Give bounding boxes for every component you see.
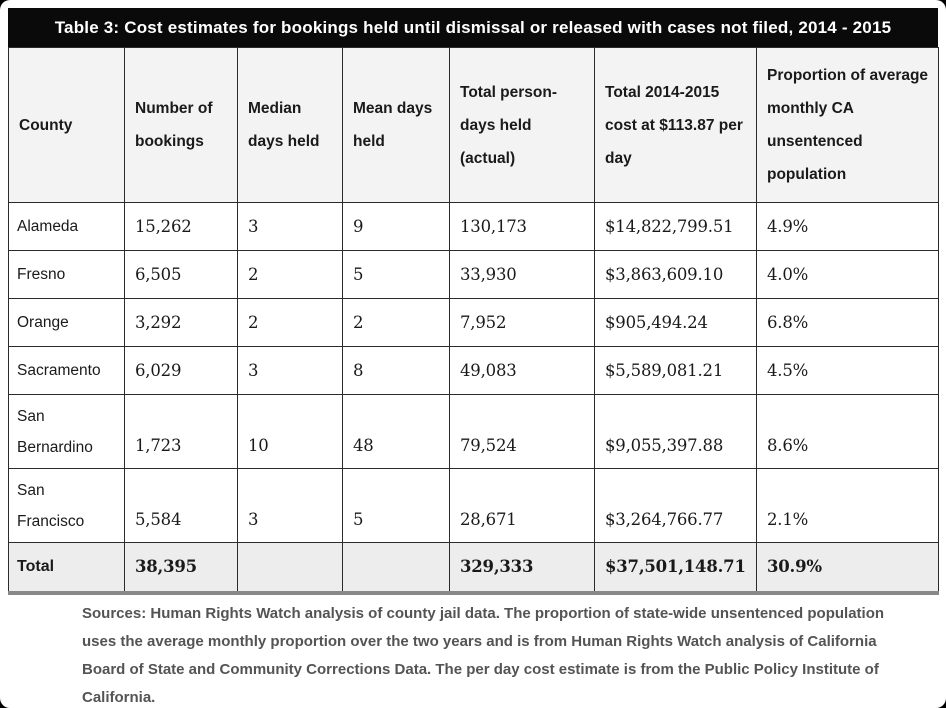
table-row-fresno: Fresno 6,505 2 5 33,930 $3,863,609.10 4.… bbox=[8, 250, 939, 299]
cell-median-days: 2 bbox=[237, 250, 343, 299]
column-header-proportion: Proportion of average monthly CA unsente… bbox=[756, 47, 939, 203]
cell-bookings: 5,584 bbox=[124, 468, 238, 543]
cell-mean-days: 48 bbox=[342, 394, 450, 469]
cell-person-days: 79,524 bbox=[449, 394, 595, 469]
cost-table-container: Table 3: Cost estimates for bookings hel… bbox=[8, 8, 939, 595]
cell-proportion: 4.0% bbox=[756, 250, 939, 299]
table-row-sacramento: Sacramento 6,029 3 8 49,083 $5,589,081.2… bbox=[8, 346, 939, 395]
cell-county: San Bernardino bbox=[8, 394, 125, 469]
sources-footnote: Sources: Human Rights Watch analysis of … bbox=[82, 605, 885, 706]
cell-total-cost: $9,055,397.88 bbox=[594, 394, 757, 469]
cell-county: San Francisco bbox=[8, 468, 125, 543]
cell-proportion: 30.9% bbox=[756, 542, 939, 593]
cell-proportion: 2.1% bbox=[756, 468, 939, 543]
table-body: Alameda 15,262 3 9 130,173 $14,822,799.5… bbox=[8, 202, 939, 593]
column-header-mean-days: Mean days held bbox=[342, 47, 450, 203]
cell-total-cost: $3,264,766.77 bbox=[594, 468, 757, 543]
cell-proportion: 8.6% bbox=[756, 394, 939, 469]
cell-total-cost: $905,494.24 bbox=[594, 298, 757, 347]
cell-county: Sacramento bbox=[8, 346, 125, 395]
cell-bookings: 6,029 bbox=[124, 346, 238, 395]
cell-mean-days: 5 bbox=[342, 250, 450, 299]
cost-table: County Number of bookings Median days he… bbox=[8, 47, 939, 595]
cell-median-days bbox=[237, 542, 343, 593]
cell-person-days: 329,333 bbox=[449, 542, 595, 593]
cell-person-days: 130,173 bbox=[449, 202, 595, 251]
table-row-alameda: Alameda 15,262 3 9 130,173 $14,822,799.5… bbox=[8, 202, 939, 251]
cell-total-cost: $14,822,799.51 bbox=[594, 202, 757, 251]
cell-bookings: 6,505 bbox=[124, 250, 238, 299]
table-title: Table 3: Cost estimates for bookings hel… bbox=[54, 18, 892, 37]
table-row-san-francisco: San Francisco 5,584 3 5 28,671 $3,264,76… bbox=[8, 468, 939, 543]
cell-bookings: 38,395 bbox=[124, 542, 238, 593]
column-header-bookings: Number of bookings bbox=[124, 47, 238, 203]
column-header-person-days: Total person-days held (actual) bbox=[449, 47, 595, 203]
cell-proportion: 6.8% bbox=[756, 298, 939, 347]
table-row-orange: Orange 3,292 2 2 7,952 $905,494.24 6.8% bbox=[8, 298, 939, 347]
cell-mean-days: 8 bbox=[342, 346, 450, 395]
cell-county: Fresno bbox=[8, 250, 125, 299]
cell-mean-days bbox=[342, 542, 450, 593]
cell-bookings: 15,262 bbox=[124, 202, 238, 251]
cell-mean-days: 5 bbox=[342, 468, 450, 543]
cell-median-days: 10 bbox=[237, 394, 343, 469]
cell-mean-days: 9 bbox=[342, 202, 450, 251]
column-header-total-cost: Total 2014-2015 cost at $113.87 per day bbox=[594, 47, 757, 203]
cell-county: Total bbox=[8, 542, 125, 593]
cell-county: Orange bbox=[8, 298, 125, 347]
cell-bookings: 1,723 bbox=[124, 394, 238, 469]
cell-county: Alameda bbox=[8, 202, 125, 251]
cell-proportion: 4.9% bbox=[756, 202, 939, 251]
column-header-median-days: Median days held bbox=[237, 47, 343, 203]
cell-total-cost: $5,589,081.21 bbox=[594, 346, 757, 395]
cell-mean-days: 2 bbox=[342, 298, 450, 347]
cell-proportion: 4.5% bbox=[756, 346, 939, 395]
cell-total-cost: $3,863,609.10 bbox=[594, 250, 757, 299]
column-header-county: County bbox=[8, 47, 125, 203]
cell-median-days: 2 bbox=[237, 298, 343, 347]
cell-person-days: 49,083 bbox=[449, 346, 595, 395]
header-row: County Number of bookings Median days he… bbox=[8, 47, 939, 203]
cell-person-days: 28,671 bbox=[449, 468, 595, 543]
table-header: County Number of bookings Median days he… bbox=[8, 47, 939, 203]
cell-median-days: 3 bbox=[237, 468, 343, 543]
table-row-total: Total 38,395 329,333 $37,501,148.71 30.9… bbox=[8, 542, 939, 593]
table-title-bar: Table 3: Cost estimates for bookings hel… bbox=[8, 8, 938, 47]
cell-total-cost: $37,501,148.71 bbox=[594, 542, 757, 593]
table-row-san-bernardino: San Bernardino 1,723 10 48 79,524 $9,055… bbox=[8, 394, 939, 469]
cell-person-days: 7,952 bbox=[449, 298, 595, 347]
cell-median-days: 3 bbox=[237, 202, 343, 251]
cell-bookings: 3,292 bbox=[124, 298, 238, 347]
cell-median-days: 3 bbox=[237, 346, 343, 395]
cell-person-days: 33,930 bbox=[449, 250, 595, 299]
